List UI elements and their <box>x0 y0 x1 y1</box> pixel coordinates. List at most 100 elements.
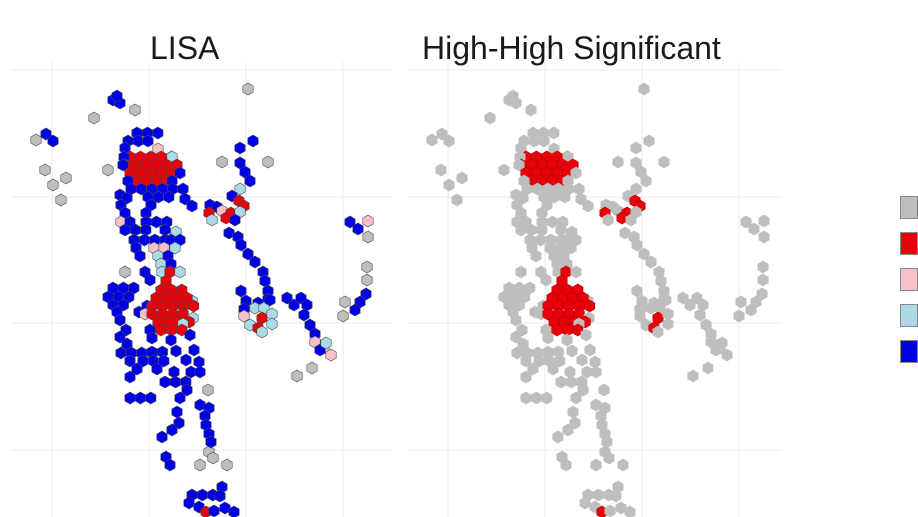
lisa-hex-cell <box>134 391 146 405</box>
high-high-hex-cell <box>612 155 624 169</box>
legend <box>900 196 918 376</box>
high-high-hex-cell <box>554 354 566 368</box>
high-high-hex-cell <box>443 134 455 148</box>
lisa-hex-cell <box>114 313 126 327</box>
high-high-hex-cell <box>548 126 560 140</box>
lisa-hex-cell <box>117 158 129 172</box>
lisa-hex-cell <box>179 192 191 206</box>
lisa-hex-cell <box>235 284 247 298</box>
lisa-hex-cell <box>361 273 373 287</box>
lisa-hex-cell <box>177 182 189 196</box>
high-high-hex-cell <box>584 343 596 357</box>
high-high-hex-cell <box>547 362 559 376</box>
lisa-hex-cell <box>344 215 356 229</box>
lisa-hex-cell <box>234 141 246 155</box>
high-high-hex-cell <box>616 211 628 225</box>
high-high-hex-cell <box>580 328 592 342</box>
high-high-hex-cell <box>520 354 532 368</box>
lisa-hex-cell <box>249 255 261 269</box>
lisa-hex-cell <box>362 230 374 244</box>
lisa-hex-cell <box>193 355 205 369</box>
lisa-hex-cell <box>115 346 127 360</box>
lisa-hex-cell <box>205 435 217 449</box>
high-high-hex-cell <box>589 355 601 369</box>
high-high-hex-cell <box>515 223 527 237</box>
lisa-hex-cell <box>181 383 193 397</box>
lisa-hex-cell <box>266 317 278 331</box>
lisa-hex-cell <box>298 308 310 322</box>
high-high-hex-cell <box>443 178 455 192</box>
lisa-hex-cell <box>235 238 247 252</box>
high-high-hex-cell <box>740 215 752 229</box>
high-high-hex-cell <box>530 249 542 263</box>
legend-swatch-not-significant <box>900 196 918 219</box>
lisa-hex-cell <box>264 293 276 307</box>
high-high-hex-cell <box>436 127 448 141</box>
lisa-hex-cell <box>242 82 254 96</box>
high-high-hex-cell <box>570 265 582 279</box>
lisa-hex-cell <box>262 155 274 169</box>
high-high-hex-cell <box>577 383 589 397</box>
lisa-hex-cell <box>194 458 206 472</box>
lisa-hex-cell <box>169 375 181 389</box>
high-high-hex-cell <box>582 199 594 213</box>
lisa-hex-cell <box>150 215 162 229</box>
high-high-hex-cell <box>634 309 646 323</box>
lisa-hex-cell <box>163 190 175 204</box>
high-high-hex-cell <box>498 163 510 177</box>
high-high-hex-cell <box>569 416 581 430</box>
lisa-hex-cell <box>166 423 178 437</box>
high-high-hex-cell <box>456 171 468 185</box>
lisa-hex-cell <box>174 166 186 180</box>
lisa-hex-cell <box>214 489 226 503</box>
legend-swatch-low-high <box>900 268 918 291</box>
lisa-hex-cell <box>349 303 361 317</box>
high-high-hex-cell <box>604 504 616 517</box>
high-high-hex-cell <box>619 226 631 240</box>
high-high-hex-cell <box>643 134 655 148</box>
lisa-hex-cell <box>124 370 136 384</box>
lisa-map-title: LISA <box>150 30 220 66</box>
lisa-hex-cell <box>196 488 208 502</box>
high-high-hex-cell <box>584 299 596 313</box>
lisa-hex-cell <box>168 365 180 379</box>
high-high-hex-cell <box>552 430 564 444</box>
high-high-hex-cell <box>561 333 573 347</box>
high-high-hex-cell <box>721 348 733 362</box>
lisa-hex-cell <box>156 430 168 444</box>
high-high-hex-cell <box>546 215 558 229</box>
lisa-hex-cell <box>180 353 192 367</box>
lisa-hex-cell <box>208 504 220 517</box>
high-high-hex-cell <box>527 362 539 376</box>
high-high-hex-cell <box>515 265 527 279</box>
lisa-hex-cell <box>256 325 268 339</box>
lisa-hex-cell <box>223 226 235 240</box>
lisa-hex-cell <box>145 391 157 405</box>
lisa-hex-cell <box>238 309 250 323</box>
high-high-hex-cell <box>525 223 537 237</box>
lisa-hex-cell <box>55 193 67 207</box>
high-high-hex-cell <box>510 313 522 327</box>
lisa-hex-cell <box>155 323 167 337</box>
lisa-hex-cell <box>234 182 246 196</box>
lisa-hex-cell <box>173 416 185 430</box>
lisa-hex-cell <box>124 391 136 405</box>
lisa-hex-cell <box>159 375 171 389</box>
high-high-hex-cell <box>745 303 757 317</box>
lisa-hex-cell <box>60 171 72 185</box>
high-high-hex-cell <box>590 398 602 412</box>
high-high-hex-cell <box>570 166 582 180</box>
lisa-hex-cell <box>138 233 150 247</box>
lisa-hex-cell <box>339 295 351 309</box>
high-high-hex-cell <box>538 134 550 148</box>
high-high-hex-cell <box>660 293 672 307</box>
lisa-hex-cell <box>152 126 164 140</box>
high-high-hex-cell <box>716 336 728 350</box>
high-high-hex-cell <box>603 451 615 465</box>
lisa-hex-cell <box>360 287 372 301</box>
high-high-hex-cell <box>625 213 637 227</box>
high-high-hex-cell <box>572 323 584 337</box>
lisa-hex-cell <box>144 273 156 287</box>
high-high-hex-cell <box>520 370 532 384</box>
